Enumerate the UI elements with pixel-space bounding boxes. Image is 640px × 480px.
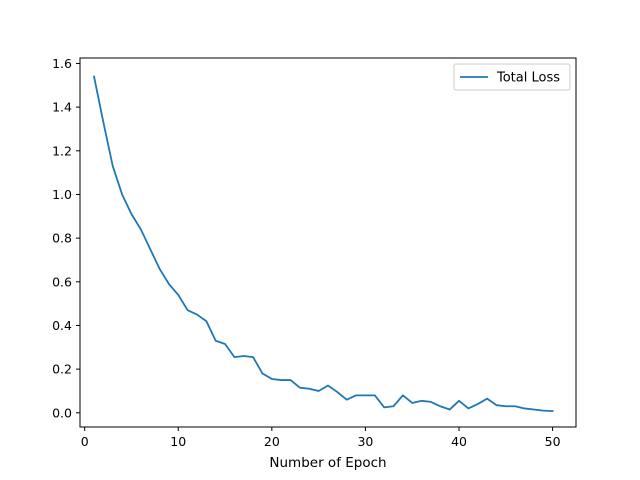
x-tick-label: 30 <box>357 434 373 449</box>
series-line-total-loss <box>92 75 554 413</box>
x-tick-label: 40 <box>451 434 467 449</box>
y-tick-label: 1.2 <box>52 143 72 158</box>
y-tick-label: 1.4 <box>52 100 72 115</box>
y-tick-label: 0.4 <box>52 318 72 333</box>
y-tick-label: 0.2 <box>52 362 72 377</box>
plot-area <box>92 75 554 413</box>
y-tick-label: 1.6 <box>52 56 72 71</box>
y-tick-label: 0.6 <box>52 274 72 289</box>
axes-frame <box>79 57 577 428</box>
y-axis-ticks: 0.0 0.2 0.4 0.6 0.8 1.0 1.2 1.4 1.6 <box>52 56 80 420</box>
y-tick-label: 0.8 <box>52 231 72 246</box>
legend-label-total-loss: Total Loss <box>496 71 560 86</box>
x-tick-label: 0 <box>81 434 89 449</box>
x-tick-label: 50 <box>545 434 561 449</box>
y-tick-label: 0.0 <box>52 405 72 420</box>
y-tick-label: 1.0 <box>52 187 72 202</box>
x-tick-label: 10 <box>170 434 186 449</box>
legend: Total Loss <box>453 63 571 91</box>
x-axis-ticks: 0 10 20 30 40 50 <box>81 427 561 449</box>
legend-box <box>453 63 571 91</box>
x-tick-label: 20 <box>264 434 280 449</box>
x-axis-label: Number of Epoch <box>269 455 386 471</box>
